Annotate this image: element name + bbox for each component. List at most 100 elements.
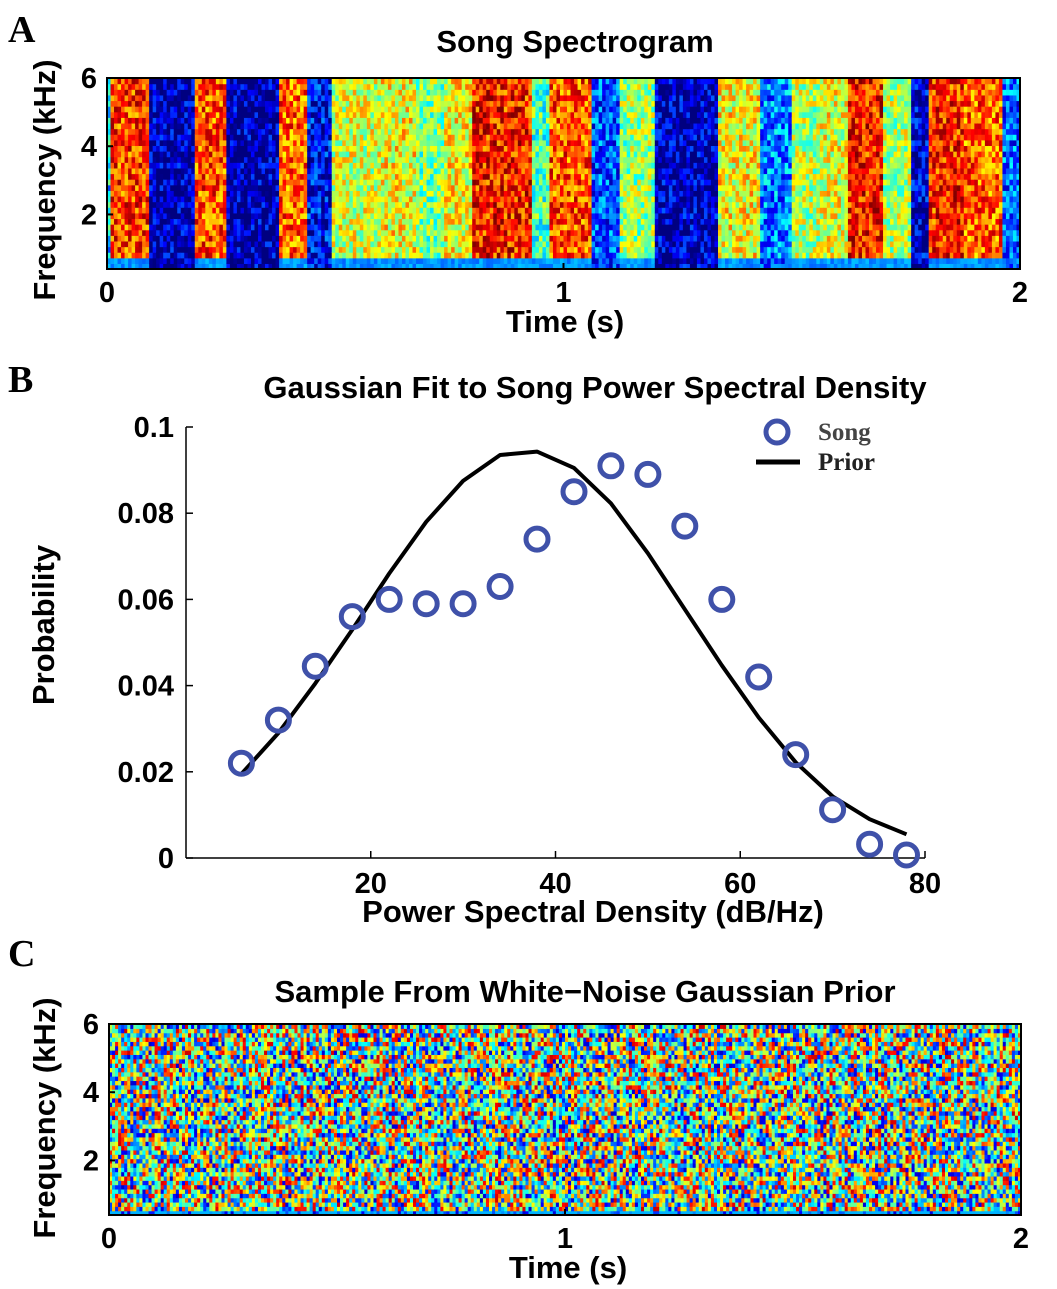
heatmap-cell <box>384 117 389 124</box>
heatmap-cell <box>359 162 364 169</box>
heatmap-cell <box>493 100 498 107</box>
heatmap-cell <box>493 145 498 152</box>
heatmap-cell <box>268 207 273 214</box>
heatmap-cell <box>142 145 147 152</box>
heatmap-cell <box>588 167 593 175</box>
heatmap-cell <box>373 246 378 253</box>
heatmap-cell <box>254 83 259 90</box>
heatmap-cell <box>408 235 414 242</box>
heatmap-cell <box>444 134 449 141</box>
heatmap-cell <box>591 224 596 231</box>
heatmap-cell <box>310 162 315 169</box>
heatmap-cell <box>612 252 617 259</box>
heatmap-cell <box>598 263 603 269</box>
heatmap-cell <box>331 162 336 169</box>
heatmap-cell <box>605 100 610 107</box>
heatmap-cell <box>591 89 596 96</box>
heatmap-cell <box>384 207 389 214</box>
heatmap-cell <box>345 246 350 253</box>
heatmap-cell <box>619 94 624 102</box>
heatmap-cell <box>577 224 582 231</box>
heatmap-cell <box>545 94 551 102</box>
heatmap-cell <box>612 106 617 113</box>
heatmap-cell <box>215 156 220 163</box>
heatmap-cell <box>549 100 554 107</box>
heatmap-cell <box>612 151 617 158</box>
heatmap-cell <box>437 151 442 158</box>
heatmap-cell <box>142 111 147 118</box>
heatmap-cell <box>321 184 326 191</box>
heatmap-cell <box>300 122 305 130</box>
heatmap-cell <box>128 246 133 253</box>
heatmap-cell <box>387 235 393 242</box>
heatmap-cell <box>398 134 403 141</box>
heatmap-cell <box>356 246 361 253</box>
heatmap-cell <box>107 139 112 147</box>
heatmap-cell <box>538 167 544 175</box>
heatmap-cell <box>128 89 133 96</box>
heatmap-cell <box>261 117 266 124</box>
heatmap-cell <box>412 83 417 90</box>
heatmap-cell <box>542 184 547 191</box>
heatmap-cell <box>177 229 182 236</box>
heatmap-cell <box>317 246 322 253</box>
heatmap-cell <box>521 89 526 96</box>
heatmap-cell <box>510 252 515 259</box>
heatmap-cell <box>187 246 192 253</box>
heatmap-cell <box>451 128 456 135</box>
heatmap-cell <box>465 212 470 220</box>
heatmap-cell <box>191 246 196 253</box>
heatmap-cell <box>521 246 526 253</box>
heatmap-cell <box>314 212 319 220</box>
heatmap-cell <box>138 257 143 264</box>
heatmap-cell <box>612 235 617 242</box>
heatmap-cell <box>184 139 189 147</box>
heatmap-cell <box>201 235 206 242</box>
heatmap-cell <box>493 162 498 169</box>
heatmap-cell <box>500 212 505 220</box>
heatmap-cell <box>128 195 133 203</box>
heatmap-cell <box>335 162 340 169</box>
heatmap-cell <box>335 100 340 107</box>
heatmap-cell <box>503 106 508 113</box>
heatmap-cell <box>222 139 227 147</box>
heatmap-cell <box>352 128 357 135</box>
heatmap-cell <box>191 212 196 220</box>
heatmap-cell <box>412 252 417 259</box>
heatmap-cell <box>317 94 322 102</box>
heatmap-cell <box>384 111 389 118</box>
heatmap-cell <box>240 106 245 113</box>
heatmap-cell <box>377 179 382 186</box>
heatmap-cell <box>479 218 484 225</box>
heatmap-cell <box>243 156 249 163</box>
heatmap-cell <box>500 173 505 180</box>
heatmap-cell <box>591 229 596 236</box>
heatmap-cell <box>521 207 526 214</box>
heatmap-cell <box>581 167 586 175</box>
heatmap-cell <box>198 128 203 135</box>
heatmap-cell <box>314 89 319 96</box>
heatmap-cell <box>531 212 537 220</box>
heatmap-cell <box>545 235 551 242</box>
heatmap-cell <box>472 184 477 191</box>
heatmap-cell <box>328 89 333 96</box>
heatmap-cell <box>595 145 600 152</box>
heatmap-cell <box>359 212 364 220</box>
heatmap-cell <box>433 111 438 118</box>
heatmap-cell <box>240 167 245 175</box>
heatmap-cell <box>475 212 480 220</box>
heatmap-cell <box>416 246 421 253</box>
heatmap-cell <box>177 235 182 242</box>
heatmap-cell <box>194 263 199 269</box>
heatmap-cell <box>107 117 112 124</box>
heatmap-cell <box>521 201 526 208</box>
heatmap-cell <box>528 240 533 248</box>
heatmap-cell <box>619 257 624 264</box>
heatmap-cell <box>173 263 178 269</box>
heatmap-cell <box>142 252 147 259</box>
heatmap-cell <box>222 173 227 180</box>
heatmap-cell <box>149 195 154 203</box>
heatmap-cell <box>612 207 617 214</box>
heatmap-cell <box>370 83 375 90</box>
heatmap-cell <box>405 252 410 259</box>
